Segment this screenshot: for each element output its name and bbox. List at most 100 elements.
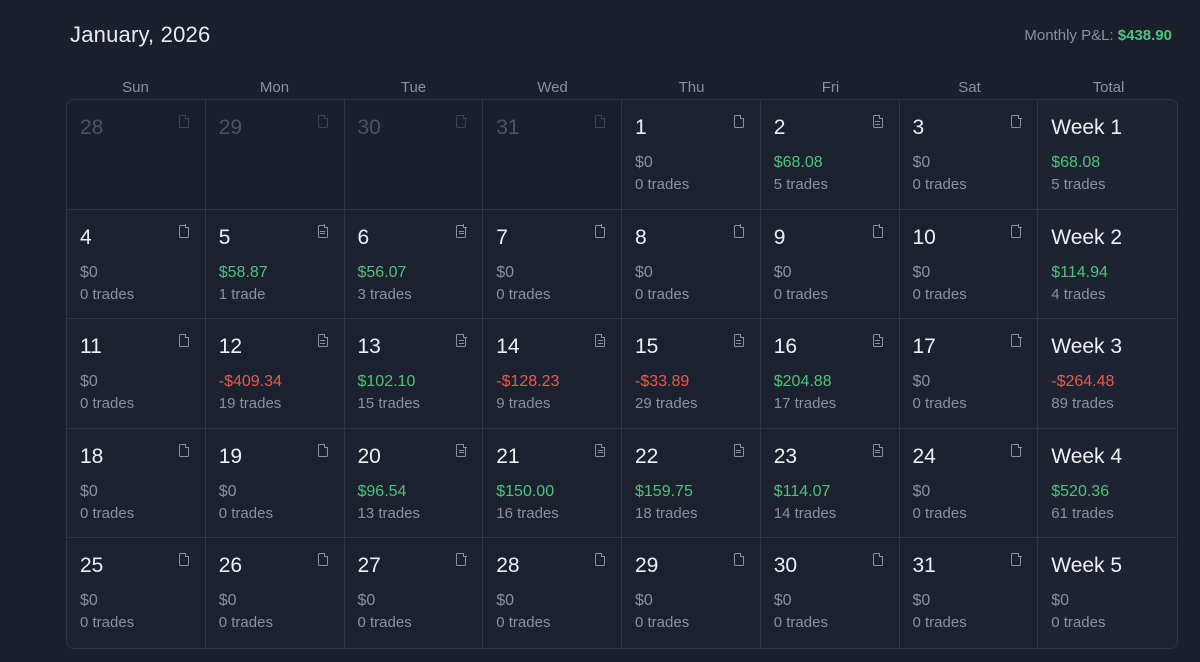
calendar-day-cell[interactable]: 30 $0 0 trades bbox=[761, 538, 900, 648]
note-filled-icon[interactable] bbox=[872, 114, 883, 128]
calendar-day-cell[interactable]: 11 $0 0 trades bbox=[67, 319, 206, 429]
week-total-cell[interactable]: Week 5 $0 0 trades bbox=[1038, 538, 1177, 648]
calendar-day-cell[interactable]: 7 $0 0 trades bbox=[483, 209, 622, 320]
day-pnl: $0 bbox=[912, 263, 931, 281]
note-icon[interactable] bbox=[178, 443, 190, 457]
note-icon[interactable] bbox=[733, 224, 745, 238]
note-icon[interactable] bbox=[595, 224, 606, 238]
note-icon[interactable] bbox=[872, 224, 883, 238]
week-pnl: $114.94 bbox=[1051, 263, 1108, 281]
calendar-day-cell[interactable]: 17 $0 0 trades bbox=[899, 319, 1039, 429]
calendar-day-cell[interactable]: 3 $0 0 trades bbox=[899, 100, 1039, 210]
calendar-day-cell[interactable]: 27 $0 0 trades bbox=[345, 538, 484, 648]
calendar-day-cell[interactable]: 18 $0 0 trades bbox=[67, 428, 206, 539]
note-filled-icon[interactable] bbox=[595, 333, 606, 348]
day-trade-count: 17 trades bbox=[773, 395, 837, 413]
calendar-day-cell[interactable]: 13 $102.10 15 trades bbox=[344, 319, 484, 429]
note-icon[interactable] bbox=[1011, 443, 1022, 457]
note-lines bbox=[736, 340, 742, 348]
calendar-day-cell[interactable]: 22 $159.75 18 trades bbox=[622, 428, 761, 539]
calendar-day-cell[interactable]: 1 $0 0 trades bbox=[622, 100, 761, 210]
day-pnl: $0 bbox=[912, 154, 931, 171]
calendar-day-cell[interactable]: 19 $0 0 trades bbox=[205, 428, 345, 539]
day-number: 31 bbox=[496, 116, 520, 139]
day-number: 7 bbox=[496, 225, 508, 249]
day-number: 8 bbox=[635, 225, 647, 249]
day-trade-count: 9 trades bbox=[496, 395, 551, 413]
note-filled-icon[interactable] bbox=[733, 443, 745, 457]
week-trade-count: 5 trades bbox=[1051, 176, 1106, 193]
week-total-cell[interactable]: Week 4 $520.36 61 trades bbox=[1038, 428, 1177, 539]
week-total-cell[interactable]: Week 2 $114.94 4 trades bbox=[1038, 209, 1177, 320]
calendar-day-cell[interactable]: 16 $204.88 17 trades bbox=[760, 319, 900, 429]
note-icon[interactable] bbox=[317, 443, 328, 457]
note-filled-icon[interactable] bbox=[872, 443, 883, 457]
calendar-day-cell[interactable]: 9 $0 0 trades bbox=[760, 209, 900, 320]
note-icon[interactable] bbox=[317, 553, 328, 567]
calendar-day-cell[interactable]: 5 $58.87 1 trade bbox=[205, 209, 345, 320]
calendar-day-cell-outside-month[interactable]: 29 bbox=[205, 100, 345, 210]
week-total-cell[interactable]: Week 3 -$264.48 89 trades bbox=[1038, 319, 1177, 429]
note-icon[interactable] bbox=[456, 114, 467, 128]
calendar-day-cell[interactable]: 29 $0 0 trades bbox=[622, 538, 761, 648]
calendar-day-cell[interactable]: 8 $0 0 trades bbox=[622, 209, 761, 320]
note-icon[interactable] bbox=[595, 114, 606, 128]
day-trade-count: 0 trades bbox=[80, 614, 135, 632]
calendar-day-cell[interactable]: 2 $68.08 5 trades bbox=[760, 100, 900, 210]
calendar-day-cell[interactable]: 10 $0 0 trades bbox=[899, 209, 1039, 320]
note-filled-icon[interactable] bbox=[456, 443, 467, 457]
note-lines bbox=[320, 230, 325, 238]
note-filled-icon[interactable] bbox=[595, 443, 606, 457]
calendar-day-cell[interactable]: 31 $0 0 trades bbox=[900, 538, 1039, 648]
note-filled-icon[interactable] bbox=[456, 333, 467, 348]
calendar-day-cell[interactable]: 14 -$128.23 9 trades bbox=[483, 319, 622, 429]
note-icon[interactable] bbox=[1011, 333, 1022, 348]
calendar-day-cell[interactable]: 24 $0 0 trades bbox=[899, 428, 1039, 539]
note-icon[interactable] bbox=[1011, 114, 1022, 128]
day-trade-count: 0 trades bbox=[218, 504, 273, 522]
calendar-day-cell[interactable]: 15 -$33.89 29 trades bbox=[622, 319, 761, 429]
note-icon[interactable] bbox=[178, 224, 190, 238]
week-pnl: $68.08 bbox=[1051, 154, 1101, 171]
monthly-pnl-value: $438.90 bbox=[1117, 27, 1172, 44]
note-filled-icon[interactable] bbox=[317, 333, 328, 348]
calendar-day-cell[interactable]: 26 $0 0 trades bbox=[206, 538, 345, 648]
calendar-day-cell[interactable]: 28 $0 0 trades bbox=[483, 538, 622, 648]
calendar-day-cell-outside-month[interactable]: 30 bbox=[344, 100, 484, 210]
calendar-day-cell[interactable]: 25 $0 0 trades bbox=[67, 538, 206, 648]
day-pnl: $0 bbox=[635, 154, 653, 171]
note-icon[interactable] bbox=[872, 553, 883, 567]
note-lines bbox=[875, 121, 880, 128]
note-lines bbox=[597, 449, 603, 457]
note-icon[interactable] bbox=[1011, 224, 1022, 238]
note-icon[interactable] bbox=[1011, 553, 1022, 567]
calendar-day-cell-outside-month[interactable]: 28 bbox=[67, 100, 206, 210]
calendar-day-cell[interactable]: 23 $114.07 14 trades bbox=[760, 428, 900, 539]
week-total-cell[interactable]: Week 1 $68.08 5 trades bbox=[1038, 100, 1177, 210]
day-trade-count: 0 trades bbox=[80, 395, 135, 413]
note-icon[interactable] bbox=[317, 114, 328, 128]
note-filled-icon[interactable] bbox=[317, 224, 328, 238]
day-trade-count: 0 trades bbox=[496, 614, 551, 632]
note-icon[interactable] bbox=[595, 553, 606, 567]
calendar-day-cell[interactable]: 21 $150.00 16 trades bbox=[483, 428, 622, 539]
note-filled-icon[interactable] bbox=[872, 333, 883, 348]
note-filled-icon[interactable] bbox=[733, 333, 745, 348]
calendar-day-cell[interactable]: 4 $0 0 trades bbox=[67, 209, 206, 320]
calendar-day-cell[interactable]: 12 -$409.34 19 trades bbox=[205, 319, 345, 429]
note-icon[interactable] bbox=[178, 553, 190, 567]
day-pnl: $58.87 bbox=[218, 263, 268, 281]
calendar-day-cell[interactable]: 20 $96.54 13 trades bbox=[344, 428, 484, 539]
day-pnl: $159.75 bbox=[635, 482, 693, 500]
note-icon[interactable] bbox=[178, 333, 190, 348]
note-lines bbox=[597, 340, 603, 348]
note-filled-icon[interactable] bbox=[456, 224, 467, 238]
day-number: 28 bbox=[496, 554, 520, 578]
calendar-day-cell-outside-month[interactable]: 31 bbox=[483, 100, 622, 210]
calendar-day-cell[interactable]: 6 $56.07 3 trades bbox=[344, 209, 484, 320]
note-icon[interactable] bbox=[456, 553, 467, 567]
note-icon[interactable] bbox=[733, 114, 745, 128]
note-icon[interactable] bbox=[733, 553, 745, 567]
note-icon[interactable] bbox=[178, 114, 190, 128]
day-number: 18 bbox=[80, 444, 104, 468]
